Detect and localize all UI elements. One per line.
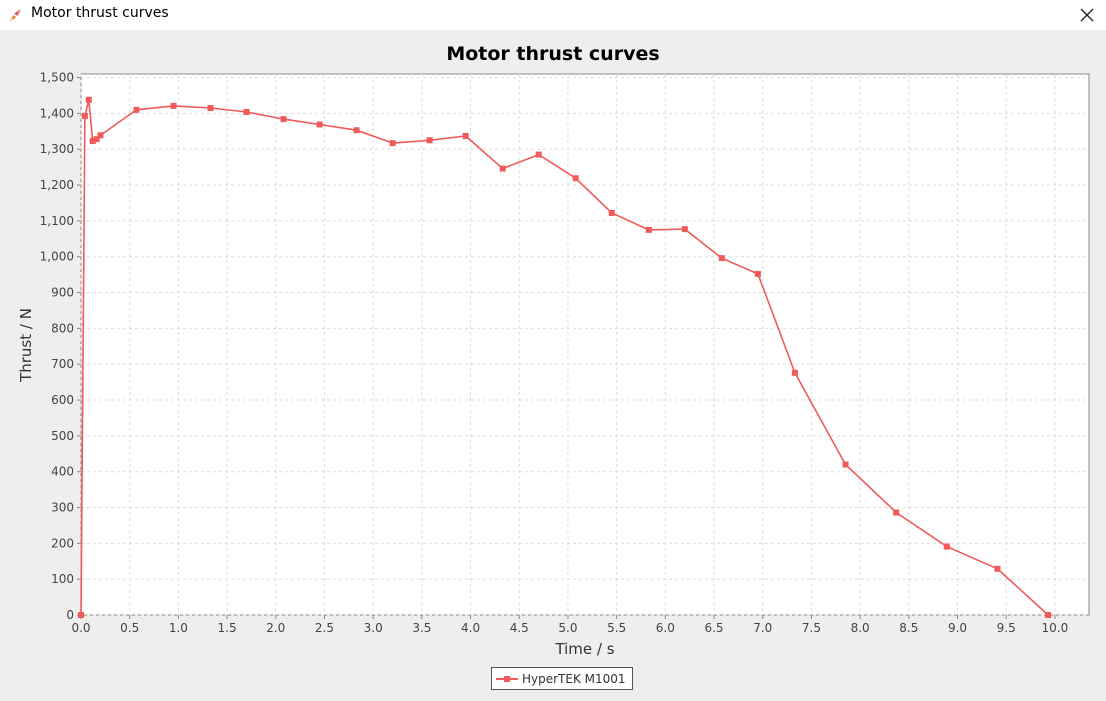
legend-label: HyperTEK M1001 [522, 671, 626, 686]
data-point [89, 137, 96, 144]
close-icon[interactable] [1076, 4, 1098, 26]
y-tick-label: 1,100 [40, 214, 74, 228]
data-point [426, 137, 433, 144]
data-point [1045, 612, 1052, 618]
rocket-icon [9, 9, 21, 22]
legend-swatch [496, 673, 518, 685]
y-tick-label: 1,200 [40, 178, 74, 192]
data-point [791, 369, 798, 376]
data-point [462, 132, 469, 139]
y-tick-label: 500 [51, 429, 74, 443]
data-point [535, 151, 542, 158]
data-point [85, 96, 92, 103]
y-tick-label: 400 [51, 465, 74, 479]
x-tick-label: 10.0 [1042, 621, 1069, 635]
y-tick-label: 300 [51, 501, 74, 515]
x-tick-label: 1.5 [218, 621, 237, 635]
x-tick-label: 0.0 [71, 621, 90, 635]
x-axis-label: Time / s [554, 640, 614, 658]
data-point [608, 210, 615, 217]
y-tick-label: 1,000 [40, 250, 74, 264]
x-tick-label: 2.5 [315, 621, 334, 635]
data-point [681, 226, 688, 233]
thrust-chart: Motor thrust curves 0 100 200 300 400 500 600 7… [17, 43, 1090, 658]
data-point [78, 612, 84, 618]
x-tick-label: 9.0 [948, 621, 967, 635]
data-point [243, 108, 250, 115]
x-tick-label: 6.0 [656, 621, 675, 635]
x-tick-label: 7.0 [753, 621, 772, 635]
data-point [170, 102, 177, 109]
chart-title: Motor thrust curves [446, 43, 659, 65]
x-axis: 0.0 0.5 1.0 1.5 2.0 2.5 3.0 3.5 4.0 4.5 5.0 5.5 6.0 6… [71, 615, 1068, 635]
x-tick-label: 4.5 [510, 621, 529, 635]
data-point [842, 461, 849, 468]
x-tick-label: 5.0 [558, 621, 577, 635]
y-tick-label: 700 [51, 357, 74, 371]
y-tick-label: 600 [51, 393, 74, 407]
data-point [718, 255, 725, 262]
window-title: Motor thrust curves [31, 5, 169, 21]
data-point [994, 565, 1001, 572]
y-tick-label: 900 [51, 286, 74, 300]
x-tick-label: 4.0 [461, 621, 480, 635]
data-point [754, 270, 761, 277]
data-point [353, 127, 360, 134]
x-tick-label: 8.0 [851, 621, 870, 635]
y-tick-label: 1,500 [40, 71, 74, 85]
y-tick-label: 100 [51, 572, 74, 586]
x-tick-label: 6.5 [704, 621, 723, 635]
grid-lines [80, 74, 1089, 616]
x-tick-label: 0.5 [120, 621, 139, 635]
y-tick-label: 200 [51, 536, 74, 550]
x-tick-label: 5.5 [607, 621, 626, 635]
data-point [280, 116, 287, 123]
data-point [97, 132, 104, 139]
data-point [133, 106, 140, 113]
data-point [572, 175, 579, 182]
x-tick-label: 2.0 [266, 621, 285, 635]
y-tick-label: 800 [51, 321, 74, 335]
y-tick-label: 0 [66, 608, 74, 622]
x-tick-label: 1.0 [169, 621, 188, 635]
plot-area [80, 73, 1090, 616]
data-point [499, 165, 506, 172]
data-point [316, 121, 323, 128]
x-tick-label: 3.0 [364, 621, 383, 635]
series-layer [78, 96, 1052, 618]
data-point [81, 112, 88, 119]
y-axis: 0 100 200 300 400 500 600 700 800 900 1,000 1,100 1,… [40, 71, 81, 622]
data-point [943, 543, 950, 550]
x-tick-label: 8.5 [899, 621, 918, 635]
y-axis-label: Thrust / N [17, 308, 35, 383]
x-tick-label: 7.5 [802, 621, 821, 635]
chart-legend: HyperTEK M1001 [491, 667, 633, 690]
x-tick-label: 3.5 [412, 621, 431, 635]
y-tick-label: 1,400 [40, 106, 74, 120]
data-point [645, 226, 652, 233]
data-point [207, 105, 214, 112]
data-point [389, 140, 396, 147]
x-tick-label: 9.5 [997, 621, 1016, 635]
data-point [93, 136, 100, 143]
y-tick-label: 1,300 [40, 142, 74, 156]
data-point [893, 509, 900, 516]
window-titlebar: Motor thrust curves [0, 0, 1106, 30]
